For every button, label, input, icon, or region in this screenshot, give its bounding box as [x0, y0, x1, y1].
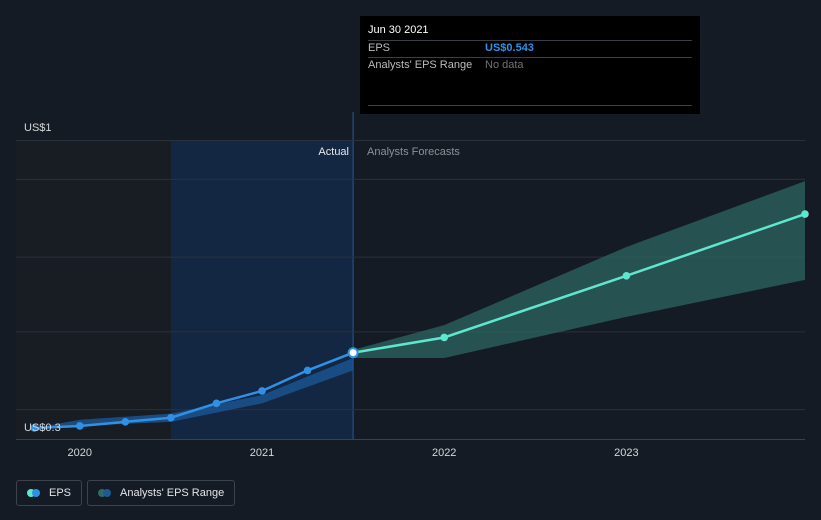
eps-actual-point [347, 347, 359, 359]
eps-forecast-line [352, 212, 806, 354]
y-tick-label: US$1 [24, 122, 52, 134]
actual-period-label: Actual [318, 146, 349, 158]
axis-ticks: 2020 2021 2022 2023 US$1 US$0.3 [24, 122, 639, 459]
eps-actual-point [167, 413, 175, 422]
x-tick-label: 2021 [250, 447, 274, 459]
tooltip: Jun 30 2021 EPS US$0.543 Analysts' EPS R… [360, 16, 700, 114]
legend-range-button[interactable]: Analysts' EPS Range [87, 480, 236, 506]
forecast-range-band [353, 181, 805, 359]
tooltip-divider [368, 40, 692, 41]
tooltip-divider [368, 57, 692, 58]
tooltip-range-value: No data [485, 59, 524, 71]
eps-actual-point [258, 387, 266, 395]
eps-legend-icon [27, 489, 41, 497]
eps-forecast-point [801, 210, 809, 218]
tooltip-date: Jun 30 2021 [368, 24, 429, 36]
past-shade [16, 140, 171, 439]
eps-actual-line [34, 351, 354, 430]
eps-actual-point [303, 366, 312, 375]
eps-points [30, 210, 809, 432]
y-tick-label: US$0.3 [24, 422, 61, 434]
tooltip-divider [368, 105, 692, 106]
x-tick-label: 2020 [68, 447, 92, 459]
chart-background [16, 112, 354, 439]
eps-forecast-point [622, 271, 631, 280]
legend-eps-label: EPS [49, 487, 72, 499]
x-tick-label: 2022 [432, 447, 456, 459]
x-tick-label: 2023 [614, 447, 638, 459]
eps-actual-point [30, 424, 39, 432]
range-bands [34, 181, 805, 428]
eps-actual-point [212, 399, 221, 408]
tooltip-eps-value: US$0.543 [485, 42, 534, 54]
eps-actual-point [75, 422, 84, 430]
eps-actual-point [121, 418, 130, 426]
forecast-period-label: Analysts Forecasts [367, 146, 460, 158]
tooltip-eps-label: EPS [368, 42, 391, 54]
tooltip-range-label: Analysts' EPS Range [368, 59, 473, 71]
eps-lines [34, 212, 806, 430]
actual-range-band [34, 358, 354, 428]
legend-range-label: Analysts' EPS Range [120, 487, 225, 499]
range-legend-icon [98, 489, 112, 497]
eps-forecast-point [440, 333, 449, 342]
legend-eps-button[interactable]: EPS [16, 480, 83, 506]
